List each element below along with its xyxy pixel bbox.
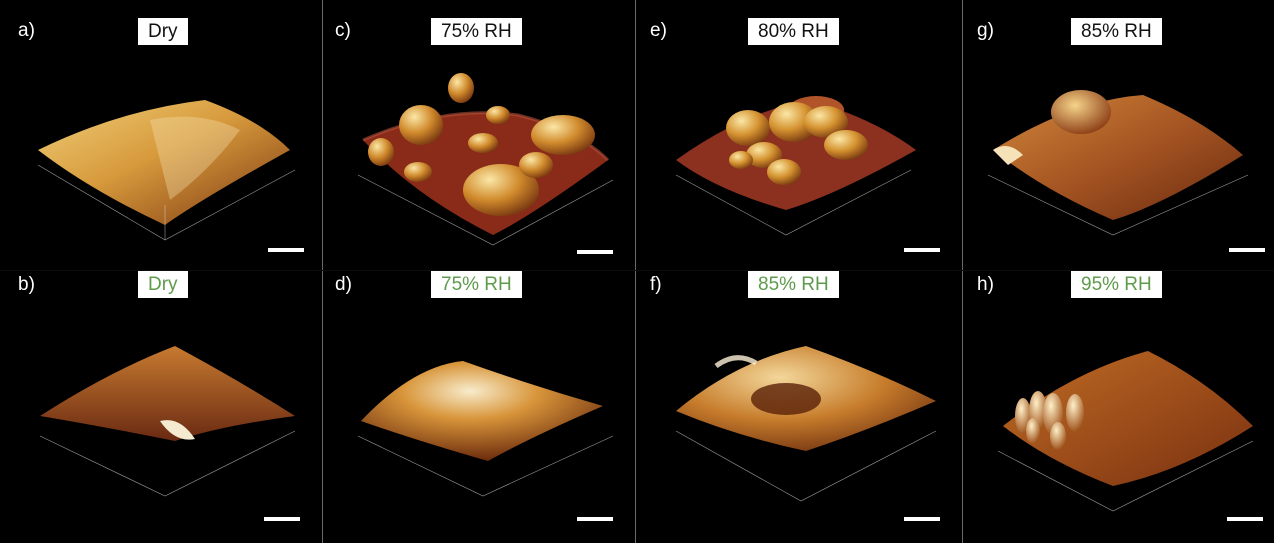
afm-surface-a	[37, 100, 296, 241]
panel-label: g)	[977, 20, 994, 41]
panel-label: d)	[335, 274, 352, 295]
afm-surface-e	[675, 96, 916, 236]
condition-title: 85% RH	[748, 271, 839, 298]
afm-panel-f: f) 85% RH	[636, 271, 962, 543]
afm-panel-b: b) Dry	[0, 271, 322, 543]
afm-panel-c: c) 75% RH	[323, 0, 635, 270]
afm-surface-d	[357, 361, 614, 497]
panel-label: b)	[18, 274, 35, 295]
condition-title: 80% RH	[748, 18, 839, 45]
condition-title: Dry	[138, 271, 188, 298]
scale-bar	[264, 517, 300, 521]
condition-title: 85% RH	[1071, 18, 1162, 45]
afm-surface-h	[997, 351, 1254, 512]
panel-divider	[322, 0, 323, 543]
condition-title: 95% RH	[1071, 271, 1162, 298]
condition-title: 75% RH	[431, 18, 522, 45]
afm-panel-e: e) 80% RH	[636, 0, 962, 270]
afm-surface-f	[675, 346, 937, 502]
panel-label: c)	[335, 20, 351, 41]
scale-bar	[1229, 248, 1265, 252]
scale-bar	[577, 250, 613, 254]
scale-bar	[1227, 517, 1263, 521]
afm-surface-b	[39, 346, 296, 497]
afm-panel-d: d) 75% RH	[323, 271, 635, 543]
scale-bar	[904, 517, 940, 521]
afm-panel-g: g) 85% RH	[963, 0, 1274, 270]
scale-bar	[904, 248, 940, 252]
panel-divider	[962, 0, 963, 543]
panel-label: e)	[650, 20, 667, 41]
scale-bar	[268, 248, 304, 252]
afm-panel-h: h) 95% RH	[963, 271, 1274, 543]
panel-label: h)	[977, 274, 994, 295]
panel-label: f)	[650, 274, 662, 295]
afm-surface-g	[987, 90, 1249, 236]
afm-panel-a: a) Dry	[0, 0, 322, 270]
afm-surface-c	[357, 73, 614, 246]
panel-label: a)	[18, 20, 35, 41]
condition-title: Dry	[138, 18, 188, 45]
scale-bar	[577, 517, 613, 521]
panel-divider	[635, 0, 636, 543]
condition-title: 75% RH	[431, 271, 522, 298]
row-divider	[0, 270, 1274, 271]
